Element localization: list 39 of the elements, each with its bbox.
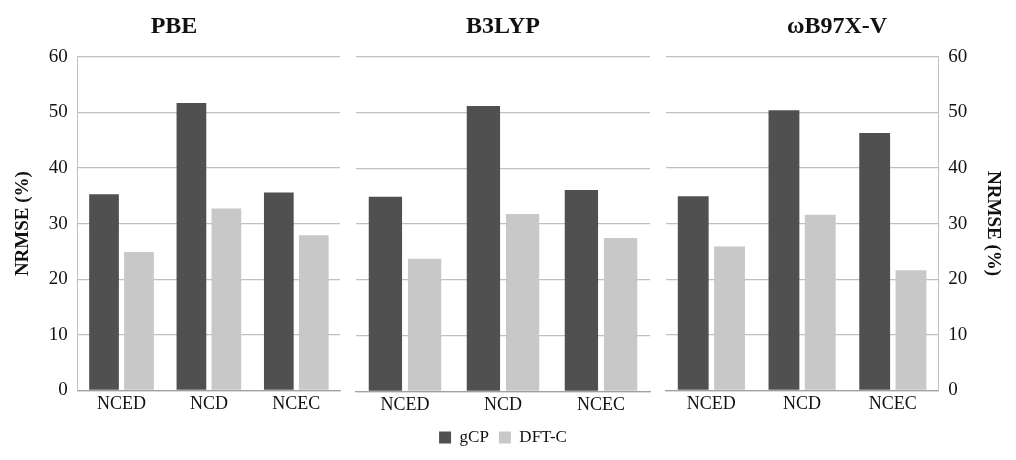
y2-tick-label: 40 [948, 155, 968, 177]
bar [564, 190, 599, 391]
x-tick-label: NCEC [576, 393, 626, 414]
bar [466, 105, 501, 391]
bar [368, 196, 403, 391]
y2-tick-label: 30 [948, 211, 968, 233]
bar [263, 192, 294, 390]
bar [768, 110, 800, 390]
y2-tick-label: 50 [948, 100, 968, 122]
bar [176, 102, 207, 390]
x-tick-label: NCED [380, 393, 430, 414]
x-tick-label: NCD [189, 392, 228, 413]
y-tick-label: 20 [48, 267, 68, 289]
y-tick-label: 40 [48, 155, 68, 177]
y2-tick-label: 20 [948, 267, 968, 289]
legend-label: DFT-C [519, 426, 567, 446]
y-tick-label: 10 [48, 322, 68, 344]
x-tick-label: NCED [97, 392, 146, 413]
chart-title: PBE [150, 11, 198, 38]
x-tick-label: NCD [483, 393, 523, 414]
x-tick-label: NCEC [868, 392, 917, 413]
y2-tick-label: 60 [948, 44, 968, 66]
bar [677, 196, 709, 390]
legend-label: gCP [459, 426, 489, 446]
y2-tick-label: 0 [948, 378, 958, 400]
x-tick-label: NCD [783, 392, 822, 413]
x-tick-label: NCED [686, 392, 736, 413]
bar [859, 132, 891, 390]
bar [89, 194, 119, 390]
y2-tick-label: 10 [948, 322, 968, 344]
y-tick-label: 0 [58, 378, 68, 400]
y-tick-label: 50 [48, 100, 68, 122]
y-tick-label: 60 [48, 44, 68, 66]
chart-title: ωB97X-V [786, 11, 888, 38]
y-tick-label: 30 [48, 211, 68, 233]
x-tick-label: NCEC [272, 392, 321, 413]
y2-axis-title: NRMSE (%) [982, 171, 1005, 277]
chart-title: B3LYP [466, 11, 540, 38]
y-axis-title: NRMSE (%) [11, 171, 34, 277]
